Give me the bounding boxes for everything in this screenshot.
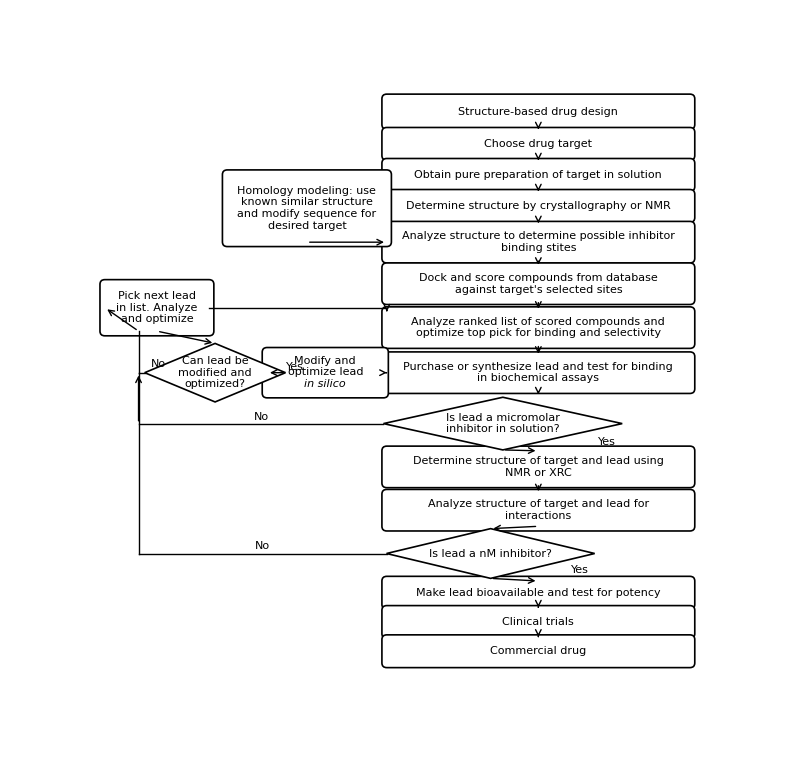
FancyBboxPatch shape — [382, 189, 694, 222]
Polygon shape — [383, 397, 623, 450]
Text: Is lead a nM inhibitor?: Is lead a nM inhibitor? — [429, 549, 552, 559]
Text: Commercial drug: Commercial drug — [491, 646, 586, 656]
Text: Pick next lead
in list. Analyze
and optimize: Pick next lead in list. Analyze and opti… — [116, 291, 198, 325]
Text: Yes: Yes — [286, 362, 303, 372]
Text: Determine structure of target and lead using
NMR or XRC: Determine structure of target and lead u… — [413, 456, 664, 478]
Text: Make lead bioavailable and test for potency: Make lead bioavailable and test for pote… — [416, 587, 660, 597]
Polygon shape — [145, 344, 285, 402]
FancyBboxPatch shape — [382, 489, 694, 531]
Text: Analyze structure of target and lead for
interactions: Analyze structure of target and lead for… — [427, 499, 649, 521]
Text: Obtain pure preparation of target in solution: Obtain pure preparation of target in sol… — [415, 170, 662, 180]
FancyBboxPatch shape — [382, 94, 694, 129]
Text: No: No — [254, 412, 269, 422]
Polygon shape — [386, 529, 595, 578]
FancyBboxPatch shape — [262, 347, 389, 397]
Text: Yes: Yes — [570, 565, 589, 575]
FancyBboxPatch shape — [382, 307, 694, 348]
Text: Dock and score compounds from database
against target's selected sites: Dock and score compounds from database a… — [419, 273, 658, 295]
Text: Analyze structure to determine possible inhibitor
binding stites: Analyze structure to determine possible … — [402, 231, 675, 253]
FancyBboxPatch shape — [382, 635, 694, 667]
FancyBboxPatch shape — [382, 159, 694, 192]
Text: Determine structure by crystallography or NMR: Determine structure by crystallography o… — [406, 201, 671, 211]
FancyBboxPatch shape — [382, 352, 694, 394]
FancyBboxPatch shape — [382, 263, 694, 305]
Text: Modify and
optimize lead: Modify and optimize lead — [288, 356, 363, 377]
FancyBboxPatch shape — [382, 221, 694, 263]
Text: No: No — [151, 359, 166, 369]
Text: Choose drug target: Choose drug target — [484, 139, 592, 149]
FancyBboxPatch shape — [382, 128, 694, 160]
Text: Structure-based drug design: Structure-based drug design — [458, 106, 619, 117]
Text: Clinical trials: Clinical trials — [502, 617, 574, 627]
Text: Is lead a micromolar
inhibitor in solution?: Is lead a micromolar inhibitor in soluti… — [446, 413, 560, 435]
Text: No: No — [255, 541, 270, 552]
Text: in silico: in silico — [304, 378, 346, 389]
Text: Analyze ranked list of scored compounds and
optimize top pick for binding and se: Analyze ranked list of scored compounds … — [412, 317, 665, 338]
FancyBboxPatch shape — [382, 446, 694, 488]
Text: Homology modeling: use
known similar structure
and modify sequence for
desired t: Homology modeling: use known similar str… — [237, 186, 377, 230]
FancyBboxPatch shape — [223, 170, 391, 246]
FancyBboxPatch shape — [382, 606, 694, 638]
Text: Can lead be
modified and
optimized?: Can lead be modified and optimized? — [179, 356, 252, 389]
FancyBboxPatch shape — [100, 280, 214, 336]
Text: Purchase or synthesize lead and test for binding
in biochemical assays: Purchase or synthesize lead and test for… — [404, 362, 673, 384]
Text: Yes: Yes — [598, 437, 616, 447]
FancyBboxPatch shape — [382, 576, 694, 609]
